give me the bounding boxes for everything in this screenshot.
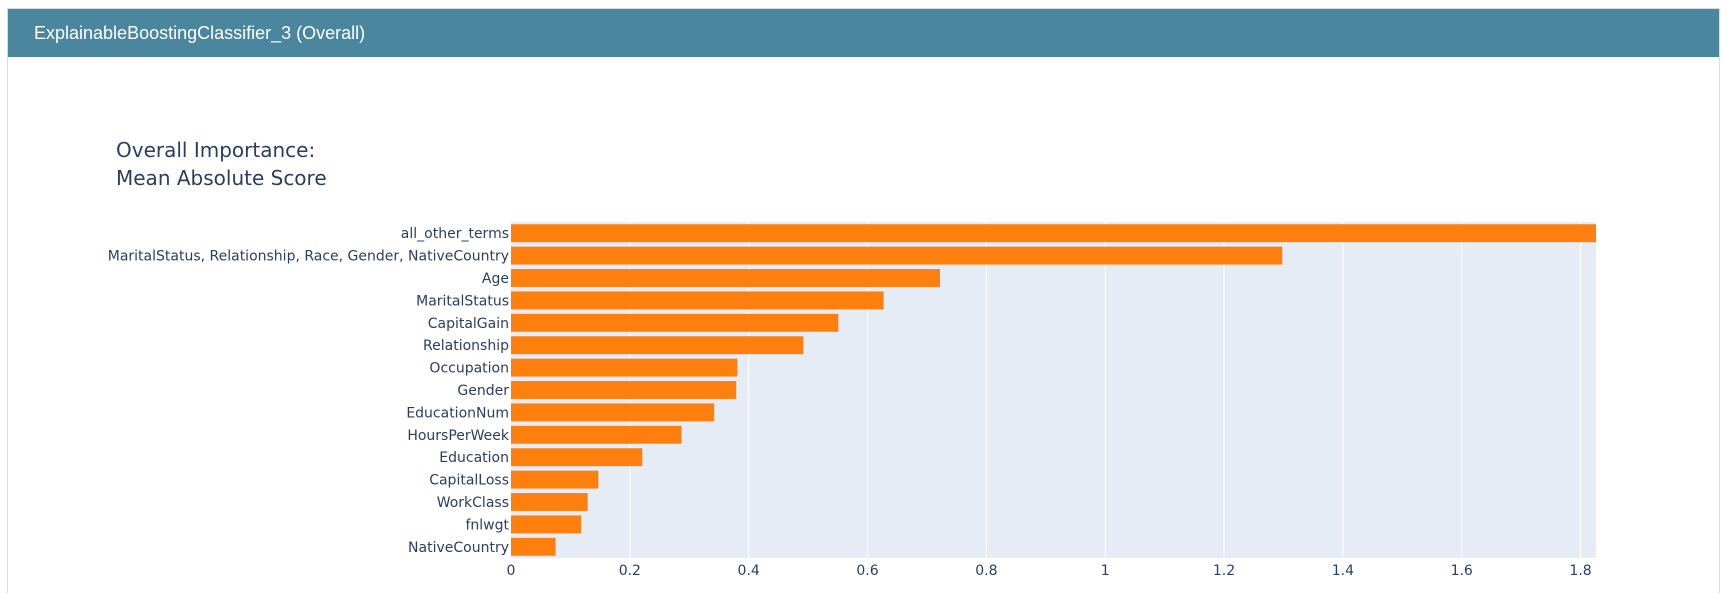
panel-header: ExplainableBoostingClassifier_3 (Overall… [8, 9, 1719, 57]
bar [511, 425, 682, 444]
bar [511, 246, 1283, 265]
x-tick-label: 1.8 [1569, 563, 1591, 579]
y-tick-label: Age [482, 271, 509, 287]
bar [511, 537, 556, 556]
y-tick-label: WorkClass [437, 495, 509, 511]
chart-title-line-2: Mean Absolute Score [116, 166, 327, 190]
y-tick-label: EducationNum [406, 405, 509, 421]
bar [511, 224, 1596, 243]
x-tick-label: 0.6 [856, 563, 878, 579]
y-tick-label: HoursPerWeek [407, 428, 510, 444]
y-tick-label: CapitalLoss [429, 473, 509, 489]
y-tick-label: Education [439, 450, 509, 466]
bar [511, 403, 715, 422]
y-axis-labels: all_other_terms MaritalStatus, Relationsh… [108, 226, 510, 556]
x-tick-label: 0.4 [738, 563, 760, 579]
y-tick-label: MaritalStatus, Relationship, Race, Gende… [108, 249, 509, 265]
y-tick-label: Relationship [423, 338, 509, 354]
y-tick-label: all_other_terms [401, 226, 509, 242]
x-axis-labels: 0 0.2 0.4 0.6 0.8 1 1.2 1.4 1.6 1.8 [507, 563, 1592, 579]
bars [511, 224, 1596, 556]
bar [511, 336, 804, 355]
y-tick-label: NativeCountry [408, 540, 509, 556]
y-tick-label: Occupation [429, 361, 509, 377]
x-tick-label: 0.2 [619, 563, 641, 579]
chart-title-line-1: Overall Importance: [116, 138, 316, 162]
y-tick-label: CapitalGain [428, 316, 509, 332]
panel-title: ExplainableBoostingClassifier_3 (Overall… [34, 23, 366, 43]
y-tick-label: Gender [457, 383, 509, 399]
x-tick-label: 0 [507, 563, 516, 579]
x-tick-label: 1.2 [1213, 563, 1235, 579]
bar [511, 381, 737, 399]
x-tick-label: 1 [1101, 563, 1110, 579]
x-tick-label: 1.4 [1332, 563, 1354, 579]
x-tick-label: 1.6 [1451, 563, 1473, 579]
bar [511, 493, 588, 511]
x-tick-label: 0.8 [975, 563, 997, 579]
y-tick-label: fnlwgt [465, 517, 509, 533]
bar [511, 515, 582, 534]
bar [511, 269, 941, 287]
y-tick-label: MaritalStatus [416, 293, 509, 309]
bar [511, 313, 839, 332]
bar [511, 358, 738, 377]
bar [511, 291, 884, 310]
bar [511, 448, 643, 467]
bar [511, 470, 599, 489]
chart-title: Overall Importance: Mean Absolute Score [116, 136, 327, 192]
